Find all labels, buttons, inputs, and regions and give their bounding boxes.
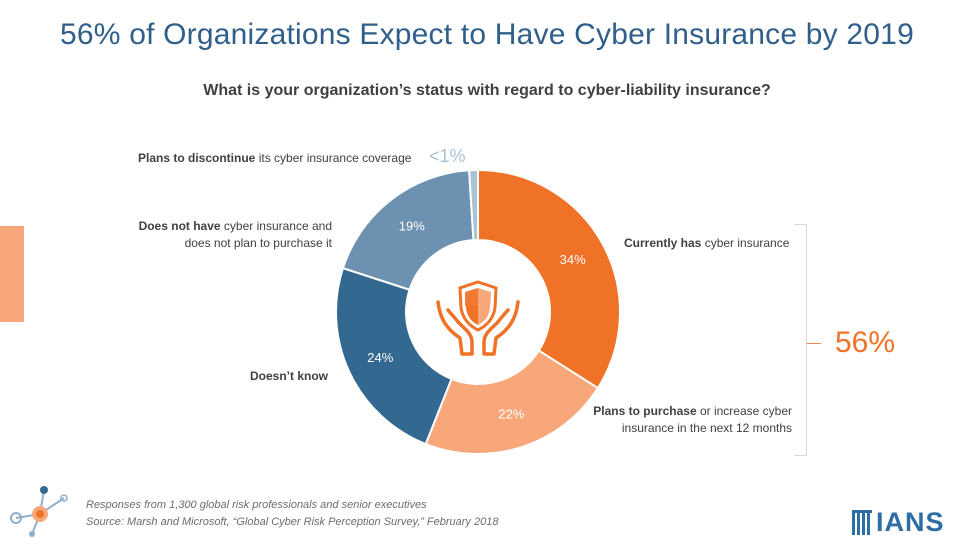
highlight-total: 56% [835, 326, 896, 359]
footnote-responses: Responses from 1,300 global risk profess… [86, 499, 427, 511]
donut-slices [335, 168, 621, 455]
slice-value-label-2: 24% [367, 350, 393, 365]
slice-labels: 34% 22% 24% 19% [367, 219, 586, 422]
ians-logo: IANS [852, 506, 945, 537]
label-doesnt-know: Doesn’t know [250, 369, 329, 383]
network-nodes-icon [10, 486, 68, 537]
ians-logo-text: IANS [876, 506, 945, 537]
label-does-not-have: Does not have cyber insurance and does n… [138, 219, 332, 250]
page-title: 56% of Organizations Expect to Have Cybe… [60, 18, 914, 51]
label-plans-to-purchase: Plans to purchase or increase cyber insu… [593, 404, 792, 435]
label-plans-to-discontinue: Plans to discontinue its cyber insurance… [138, 151, 412, 165]
left-accent-bar [0, 226, 24, 322]
slice-value-label-3: 19% [399, 219, 425, 234]
source-footnote: Responses from 1,300 global risk profess… [86, 497, 498, 531]
chart-question: What is your organization’s status with … [203, 82, 771, 99]
footnote-source: Source: Marsh and Microsoft, “Global Cyb… [86, 516, 499, 528]
shield-in-hands-icon [436, 280, 520, 356]
label-currently-has: Currently has cyber insurance [624, 236, 790, 250]
ians-logo-mark [852, 509, 872, 535]
slice-value-label-1: 22% [498, 407, 524, 422]
label-discontinue-value: <1% [429, 146, 466, 166]
bracket-tick [807, 343, 821, 344]
total-bracket [794, 224, 807, 456]
slice-value-label-0: 34% [560, 252, 586, 267]
